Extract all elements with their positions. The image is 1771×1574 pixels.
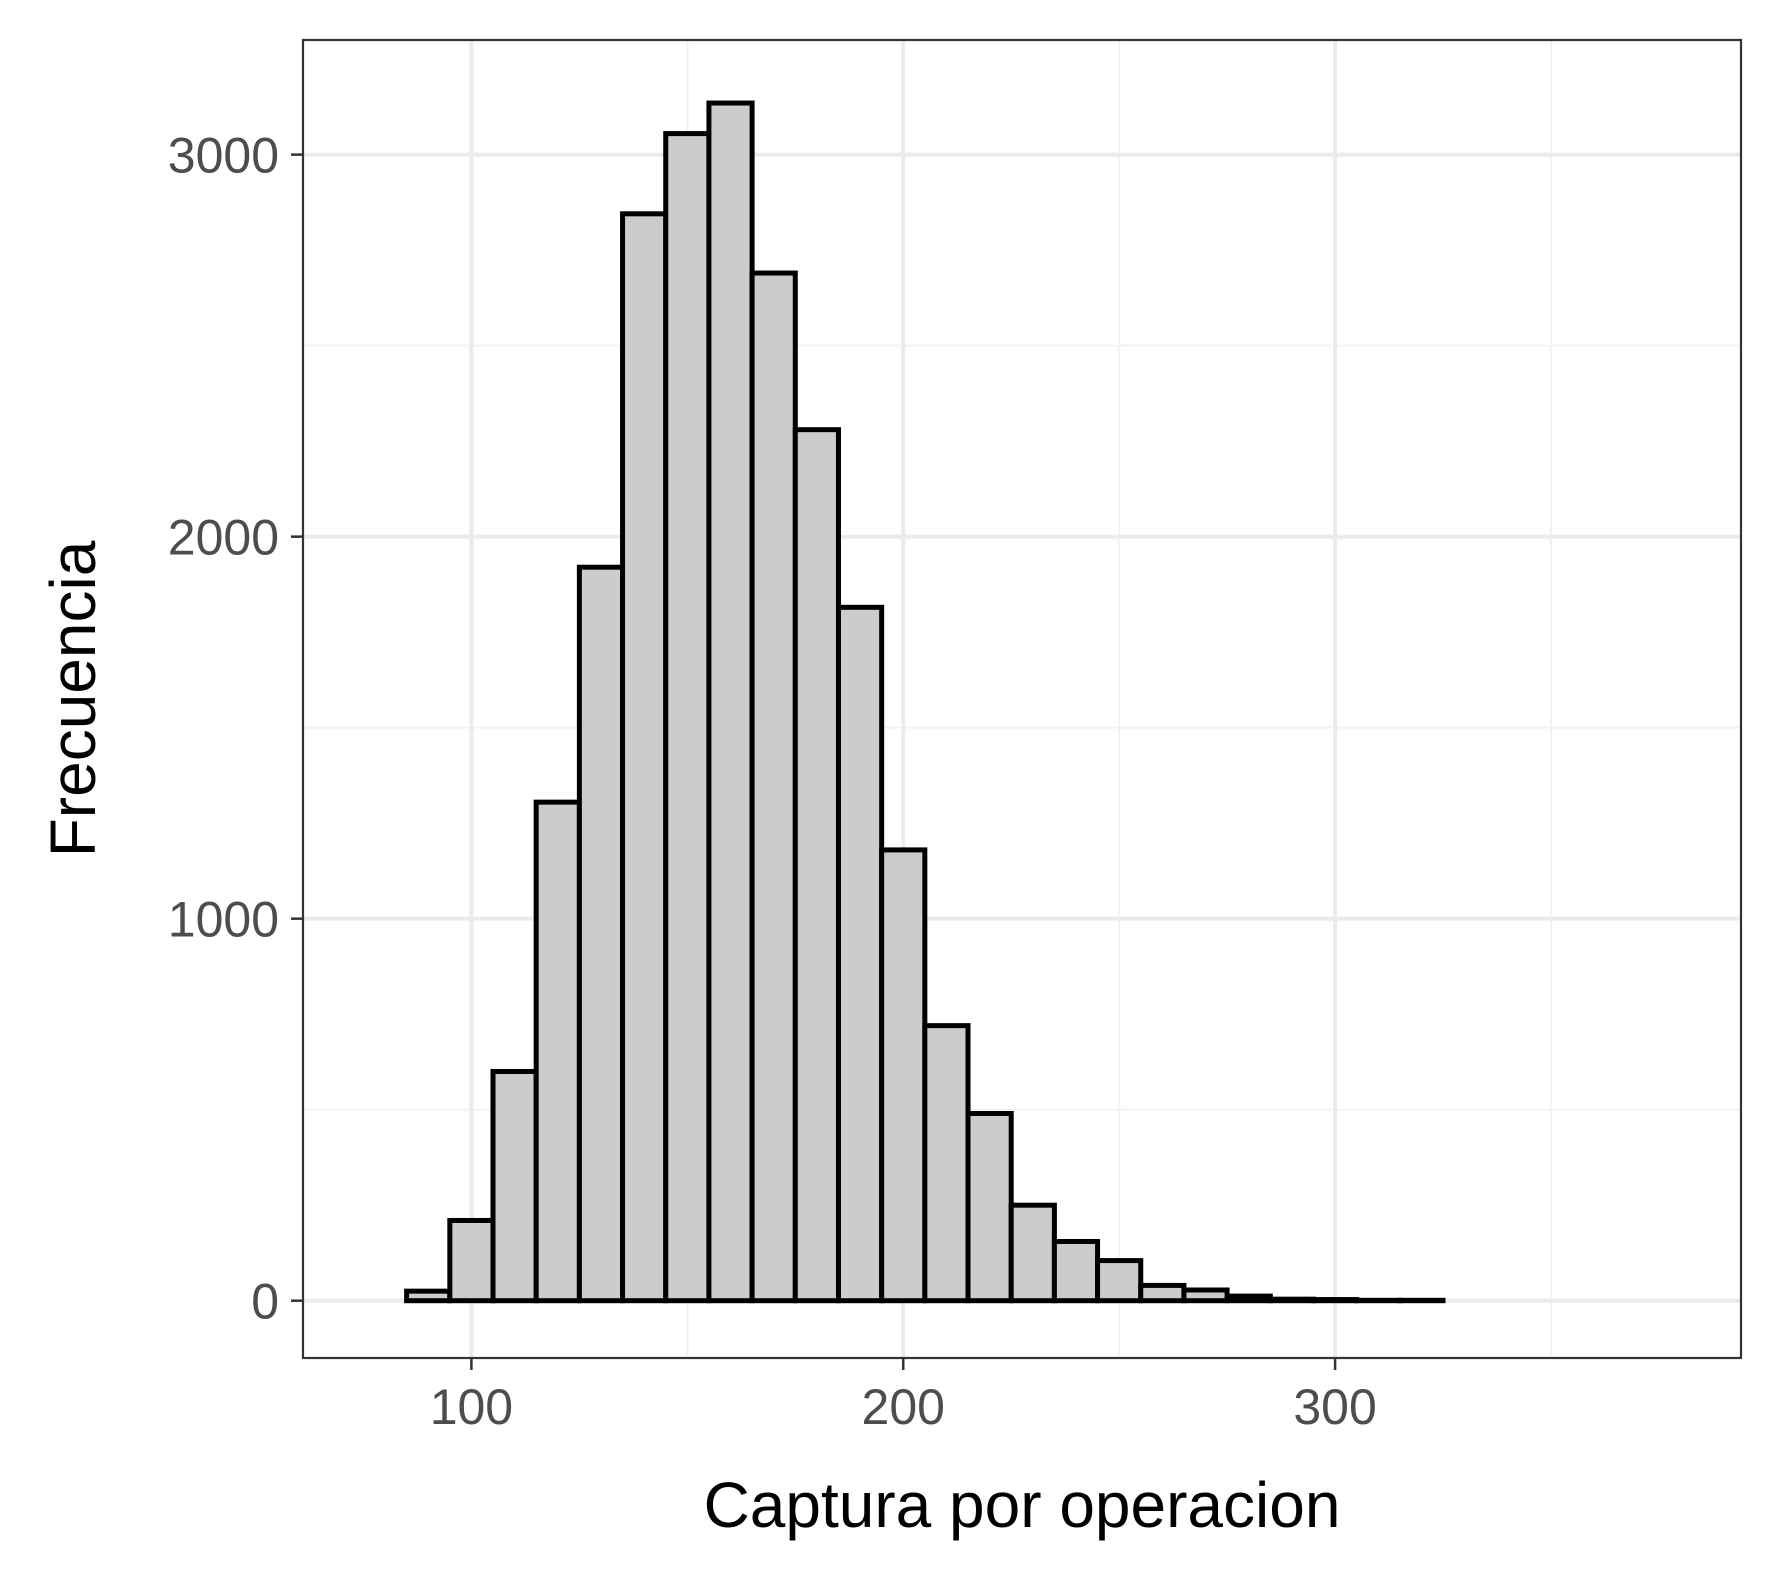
x-tick-label-300: 300 [1293, 1379, 1376, 1435]
histogram-bar-7 [620, 211, 669, 1304]
histogram-bar-2 [404, 1288, 453, 1304]
y-tick-label-3000: 3000 [168, 128, 279, 184]
x-tick-label-200: 200 [862, 1379, 945, 1435]
histogram-bar-18 [1095, 1258, 1144, 1304]
histogram-bar-8 [663, 131, 712, 1304]
y-tick-label-0: 0 [251, 1274, 279, 1330]
histogram-bar-16 [1008, 1202, 1057, 1304]
histogram-bar-12 [835, 604, 885, 1304]
histogram-bar-6 [576, 564, 626, 1304]
histogram-bars [404, 100, 1446, 1304]
histogram-bar-14 [922, 1023, 971, 1304]
histogram-bar-21 [1224, 1293, 1273, 1304]
y-axis-title: Frecuencia [37, 540, 109, 857]
histogram-bar-19 [1138, 1282, 1187, 1304]
panel-border [301, 38, 1743, 1360]
histogram-bar-11 [792, 427, 841, 1304]
histogram-bar-4 [490, 1068, 539, 1304]
histogram-bar-9 [706, 100, 755, 1304]
histogram-bar-15 [965, 1111, 1014, 1304]
y-tick-label-1000: 1000 [168, 892, 279, 948]
histogram-bar-22 [1267, 1296, 1316, 1304]
histogram-bar-17 [1051, 1238, 1101, 1304]
histogram-bar-3 [447, 1217, 496, 1304]
histogram-bar-5 [533, 799, 582, 1304]
histogram-bar-13 [879, 847, 928, 1304]
x-tick-label-100: 100 [430, 1379, 513, 1435]
histogram-bar-10 [749, 270, 798, 1304]
x-axis-title: Captura por operacion [704, 1469, 1341, 1541]
histogram-bar-20 [1181, 1287, 1230, 1304]
histogram-bar-23 [1310, 1297, 1360, 1304]
y-tick-label-2000: 2000 [168, 510, 279, 566]
y-axis-ticks: 0 1000 2000 3000 [168, 128, 303, 1330]
x-axis-ticks: 100 200 300 [430, 1358, 1377, 1435]
